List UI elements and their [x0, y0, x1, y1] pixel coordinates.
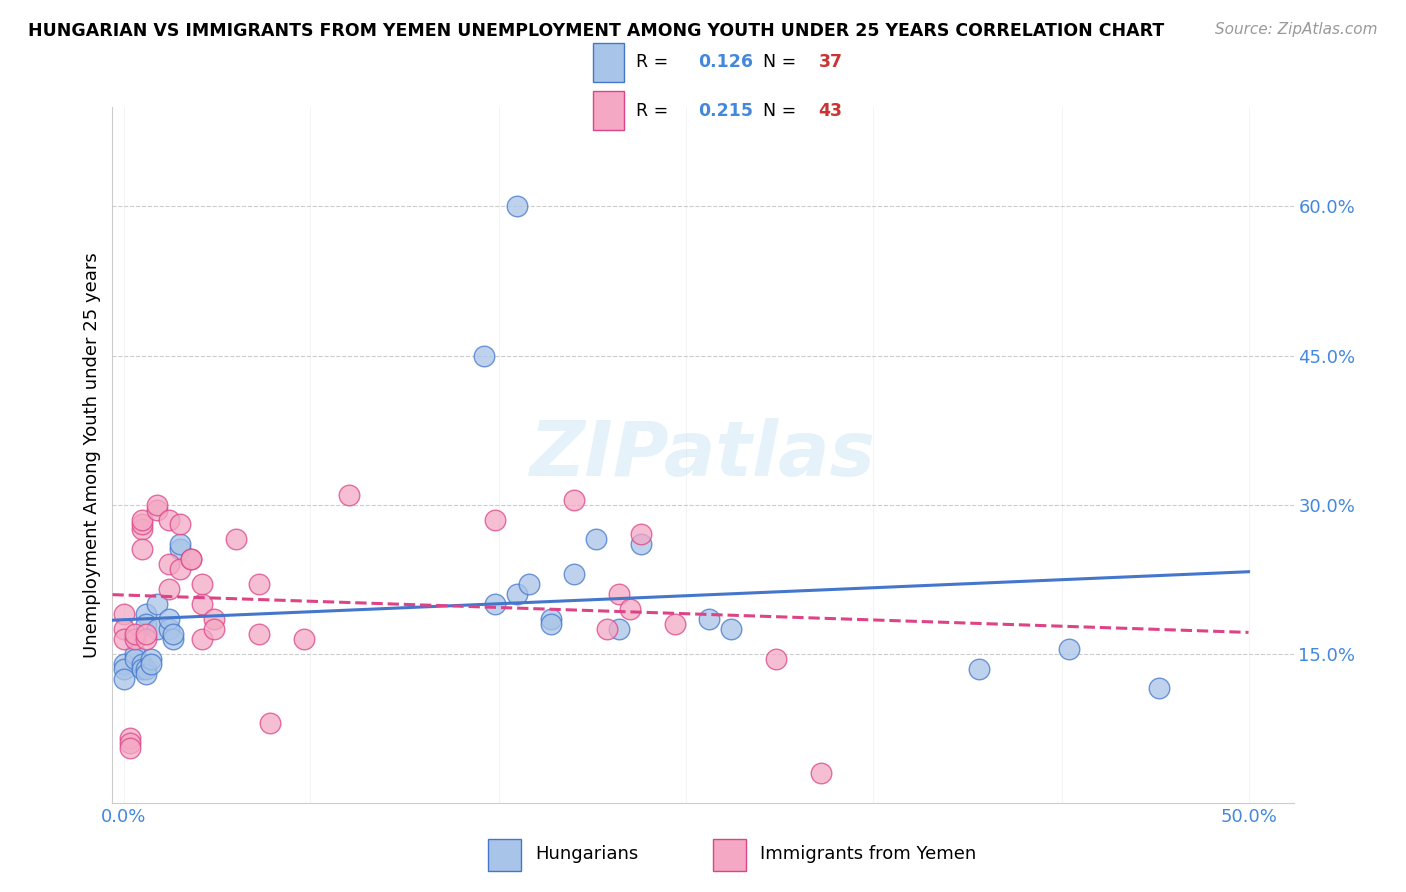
Point: [697, 612, 720, 626]
Point: [1147, 681, 1170, 696]
Point: [146, 597, 169, 611]
Point: [540, 616, 562, 631]
Point: [619, 602, 641, 616]
Point: [1057, 641, 1080, 656]
Point: [607, 622, 630, 636]
Point: [540, 612, 562, 626]
Point: [131, 657, 153, 671]
Point: [180, 552, 202, 566]
Text: 0.215: 0.215: [697, 102, 754, 120]
Text: 0.126: 0.126: [697, 54, 754, 71]
Point: [124, 647, 146, 661]
Point: [191, 577, 214, 591]
Point: [124, 632, 146, 646]
Point: [157, 612, 180, 626]
Point: [169, 562, 191, 576]
Point: [135, 607, 157, 621]
Text: HUNGARIAN VS IMMIGRANTS FROM YEMEN UNEMPLOYMENT AMONG YOUTH UNDER 25 YEARS CORRE: HUNGARIAN VS IMMIGRANTS FROM YEMEN UNEMP…: [28, 22, 1164, 40]
Point: [607, 587, 630, 601]
Point: [810, 766, 832, 780]
Point: [135, 627, 157, 641]
Point: [202, 612, 225, 626]
Point: [596, 622, 619, 636]
Point: [337, 488, 360, 502]
Point: [131, 523, 153, 537]
Point: [146, 622, 169, 636]
Point: [202, 622, 225, 636]
Point: [112, 632, 135, 646]
Point: [292, 632, 315, 646]
Text: N =: N =: [763, 102, 801, 120]
Point: [765, 651, 787, 665]
Text: N =: N =: [763, 54, 801, 71]
Point: [112, 662, 135, 676]
Bar: [593, 91, 624, 130]
Point: [135, 632, 157, 646]
Point: [146, 498, 169, 512]
Text: Source: ZipAtlas.com: Source: ZipAtlas.com: [1215, 22, 1378, 37]
Text: Immigrants from Yemen: Immigrants from Yemen: [761, 845, 977, 863]
Point: [585, 533, 607, 547]
Point: [967, 662, 990, 676]
Point: [112, 657, 135, 671]
Point: [630, 537, 652, 551]
Point: [146, 502, 169, 516]
Point: [162, 627, 184, 641]
Point: [112, 672, 135, 686]
Bar: [488, 839, 522, 871]
Point: [157, 558, 180, 572]
Point: [112, 607, 135, 621]
Point: [225, 533, 247, 547]
Point: [191, 632, 214, 646]
Point: [506, 199, 529, 213]
Point: [664, 616, 686, 631]
Point: [135, 666, 157, 681]
Point: [720, 622, 742, 636]
Y-axis label: Unemployment Among Youth under 25 years: Unemployment Among Youth under 25 years: [83, 252, 101, 657]
Text: R =: R =: [636, 54, 673, 71]
Point: [247, 577, 270, 591]
Point: [247, 627, 270, 641]
Point: [112, 622, 135, 636]
Point: [169, 517, 191, 532]
Text: ZIPatlas: ZIPatlas: [530, 418, 876, 491]
Point: [517, 577, 540, 591]
Point: [630, 527, 652, 541]
Point: [180, 552, 202, 566]
Point: [169, 542, 191, 557]
Point: [157, 622, 180, 636]
Bar: [593, 43, 624, 82]
Point: [157, 582, 180, 596]
Point: [135, 616, 157, 631]
Point: [131, 542, 153, 557]
Point: [506, 587, 529, 601]
Point: [124, 627, 146, 641]
Point: [139, 657, 162, 671]
Point: [562, 492, 585, 507]
Point: [191, 597, 214, 611]
Text: 43: 43: [818, 102, 842, 120]
Point: [131, 517, 153, 532]
Point: [484, 512, 506, 526]
Point: [472, 349, 495, 363]
Point: [259, 716, 281, 731]
Point: [162, 632, 184, 646]
Point: [120, 736, 142, 750]
Point: [562, 567, 585, 582]
Text: Hungarians: Hungarians: [536, 845, 638, 863]
Point: [135, 662, 157, 676]
Text: R =: R =: [636, 102, 673, 120]
Point: [139, 651, 162, 665]
Point: [120, 741, 142, 756]
Point: [169, 537, 191, 551]
Text: 37: 37: [818, 54, 842, 71]
Point: [124, 651, 146, 665]
Bar: [713, 839, 747, 871]
Point: [484, 597, 506, 611]
Point: [157, 512, 180, 526]
Point: [131, 662, 153, 676]
Point: [131, 512, 153, 526]
Point: [120, 731, 142, 746]
